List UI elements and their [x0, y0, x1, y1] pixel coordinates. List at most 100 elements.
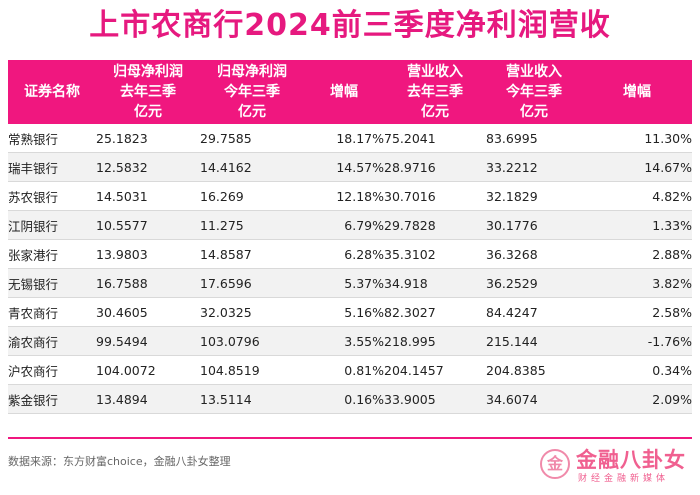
value-cell: 33.9005: [384, 384, 486, 414]
value-cell: 14.5031: [96, 181, 200, 211]
value-cell: 34.918: [384, 268, 486, 298]
brand-logo: 金 金融八卦女 财经金融新媒体: [540, 447, 690, 487]
bank-name-cell: 常熟银行: [8, 124, 96, 153]
column-header-line: 今年三季: [224, 84, 280, 100]
value-cell: 12.5832: [96, 152, 200, 182]
column-header-line: 证券名称: [24, 84, 80, 100]
column-header-line: 今年三季: [506, 84, 562, 100]
value-cell: 16.269: [200, 181, 304, 211]
value-cell: 82.3027: [384, 297, 486, 327]
value-cell: 16.7588: [96, 268, 200, 298]
value-cell: 83.6995: [486, 124, 582, 153]
value-cell: 2.88%: [582, 239, 692, 269]
value-cell: 25.1823: [96, 124, 200, 153]
value-cell: 5.16%: [304, 297, 384, 327]
column-header-line: 去年三季: [407, 84, 463, 100]
table-row: 紫金银行 13.4894 13.5114 0.16% 33.9005 34.6074 2.0…: [8, 384, 692, 414]
value-cell: 5.37%: [304, 268, 384, 298]
value-cell: 204.1457: [384, 355, 486, 385]
value-cell: 34.6074: [486, 384, 582, 414]
value-cell: 32.1829: [486, 181, 582, 211]
column-header-line: 亿元: [421, 104, 449, 120]
value-cell: 215.144: [486, 326, 582, 356]
column-header-line: 增幅: [623, 84, 651, 100]
value-cell: 13.4894: [96, 384, 200, 414]
value-cell: 35.3102: [384, 239, 486, 269]
table-row: 无锡银行 16.7588 17.6596 5.37% 34.918 36.2529 3.82…: [8, 268, 692, 298]
value-cell: 32.0325: [200, 297, 304, 327]
value-cell: 6.79%: [304, 210, 384, 240]
value-cell: 14.57%: [304, 152, 384, 182]
table-row: 江阴银行 10.5577 11.275 6.79% 29.7828 30.1776 1.33…: [8, 210, 692, 240]
value-cell: 10.5577: [96, 210, 200, 240]
bank-name-cell: 紫金银行: [8, 384, 96, 414]
value-cell: 0.16%: [304, 384, 384, 414]
value-cell: 3.55%: [304, 326, 384, 356]
value-cell: 14.4162: [200, 152, 304, 182]
table-row: 青农商行 30.4605 32.0325 5.16% 82.3027 84.4247 2.5…: [8, 297, 692, 327]
value-cell: -1.76%: [582, 326, 692, 356]
value-cell: 11.275: [200, 210, 304, 240]
value-cell: 14.67%: [582, 152, 692, 182]
value-cell: 18.17%: [304, 124, 384, 153]
value-cell: 103.0796: [200, 326, 304, 356]
bank-name-cell: 沪农商行: [8, 355, 96, 385]
column-header: 证券名称: [8, 60, 96, 124]
value-cell: 12.18%: [304, 181, 384, 211]
value-cell: 204.8385: [486, 355, 582, 385]
footer-divider: [8, 437, 692, 439]
column-header: 归母净利润去年三季亿元: [96, 60, 200, 124]
column-header-line: 增幅: [330, 84, 358, 100]
page-title: 上市农商行2024前三季度净利润营收: [89, 8, 611, 43]
bank-name-cell: 瑞丰银行: [8, 152, 96, 182]
value-cell: 2.09%: [582, 384, 692, 414]
table-header-row: 证券名称 归母净利润 去年三季 亿元 归母净利润 今年三季 亿元 增幅 营业收入 去年三季 亿元 营业…: [8, 60, 692, 124]
source-note: 数据来源：东方财富choice，金融八卦女整理: [8, 455, 231, 468]
column-header: 增幅: [304, 60, 384, 124]
value-cell: 13.5114: [200, 384, 304, 414]
column-header-line: 亿元: [134, 104, 162, 120]
column-header-line: 营业收入: [506, 64, 562, 80]
bank-name-cell: 苏农银行: [8, 181, 96, 211]
value-cell: 6.28%: [304, 239, 384, 269]
table-row: 沪农商行 104.0072 104.8519 0.81% 204.1457 204.838…: [8, 355, 692, 385]
column-header: 归母净利润今年三季亿元: [200, 60, 304, 124]
value-cell: 99.5494: [96, 326, 200, 356]
column-header-line: 归母净利润: [217, 64, 287, 80]
table-body: 常熟银行 25.1823 29.7585 18.17% 75.2041 83.6995 11…: [8, 124, 692, 414]
value-cell: 14.8587: [200, 239, 304, 269]
table-row: 常熟银行 25.1823 29.7585 18.17% 75.2041 83.6995 11…: [8, 124, 692, 153]
value-cell: 30.1776: [486, 210, 582, 240]
value-cell: 29.7585: [200, 124, 304, 153]
bank-name-cell: 张家港行: [8, 239, 96, 269]
value-cell: 36.2529: [486, 268, 582, 298]
value-cell: 104.0072: [96, 355, 200, 385]
column-header-line: 去年三季: [120, 84, 176, 100]
bank-name-cell: 青农商行: [8, 297, 96, 327]
value-cell: 84.4247: [486, 297, 582, 327]
column-header-line: 归母净利润: [113, 64, 183, 80]
value-cell: 29.7828: [384, 210, 486, 240]
column-header-line: 亿元: [238, 104, 266, 120]
column-header: 营业收入去年三季亿元: [384, 60, 486, 124]
column-header: 增幅: [582, 60, 692, 124]
table-row: 苏农银行 14.5031 16.269 12.18% 30.7016 32.1829 4.8…: [8, 181, 692, 211]
column-header: 营业收入今年三季亿元: [486, 60, 582, 124]
value-cell: 30.7016: [384, 181, 486, 211]
table-row: 瑞丰银行 12.5832 14.4162 14.57% 28.9716 33.2212 14…: [8, 152, 692, 182]
column-header-line: 营业收入: [407, 64, 463, 80]
table-row: 渝农商行 99.5494 103.0796 3.55% 218.995 215.144 -1…: [8, 326, 692, 356]
value-cell: 2.58%: [582, 297, 692, 327]
value-cell: 30.4605: [96, 297, 200, 327]
value-cell: 0.34%: [582, 355, 692, 385]
value-cell: 104.8519: [200, 355, 304, 385]
value-cell: 0.81%: [304, 355, 384, 385]
bank-name-cell: 江阴银行: [8, 210, 96, 240]
data-table: 证券名称 归母净利润 去年三季 亿元 归母净利润 今年三季 亿元 增幅 营业收入 去年三季 亿元 营业…: [8, 60, 692, 414]
value-cell: 1.33%: [582, 210, 692, 240]
column-header-line: 亿元: [520, 104, 548, 120]
value-cell: 33.2212: [486, 152, 582, 182]
bank-name-cell: 无锡银行: [8, 268, 96, 298]
value-cell: 17.6596: [200, 268, 304, 298]
value-cell: 13.9803: [96, 239, 200, 269]
